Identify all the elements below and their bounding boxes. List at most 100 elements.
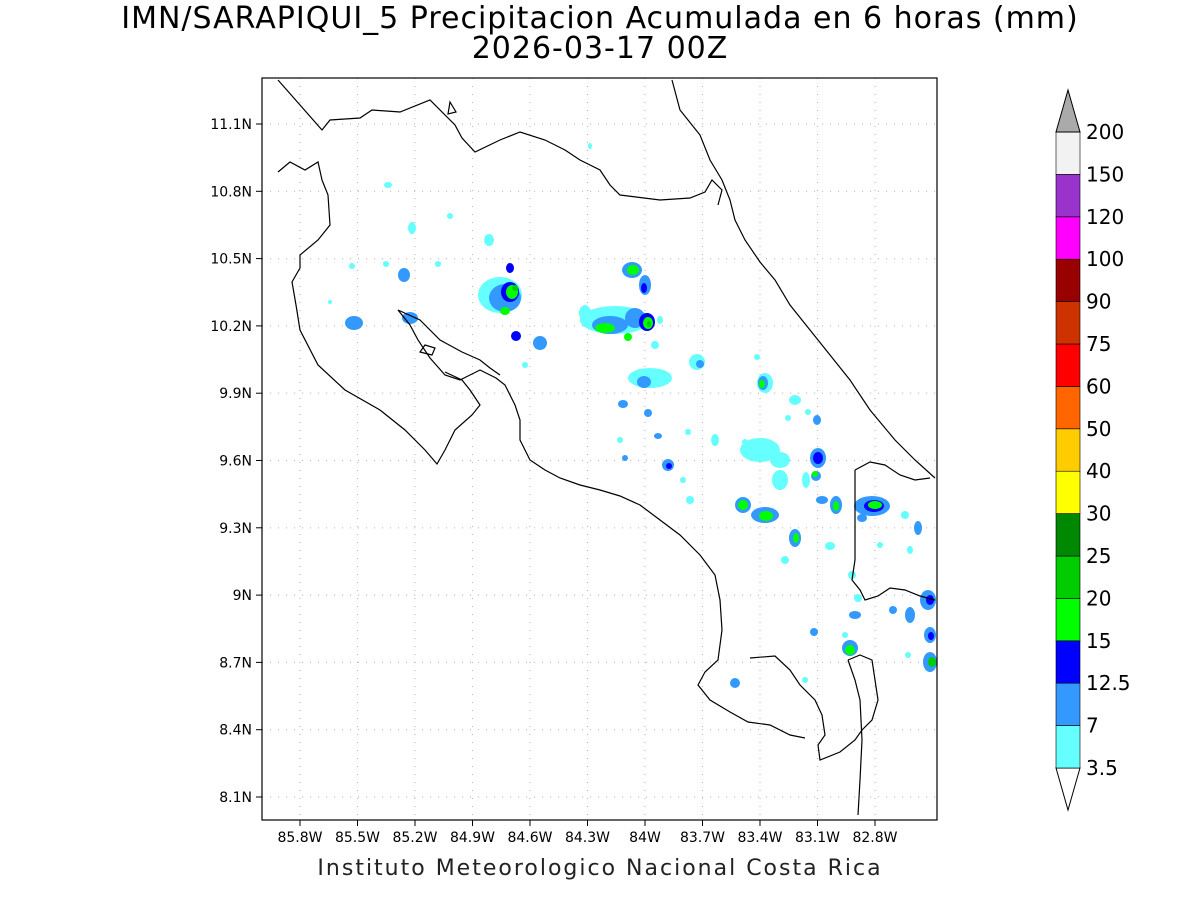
colorbar-label: 7 bbox=[1086, 714, 1099, 738]
precip-cell bbox=[816, 496, 828, 504]
precip-cell bbox=[579, 305, 591, 321]
map-frame bbox=[261, 77, 938, 821]
colorbar-segment bbox=[1055, 725, 1081, 769]
colorbar-segment bbox=[1055, 216, 1081, 260]
y-tick-label: 8.1N bbox=[219, 790, 252, 806]
precip-cell bbox=[636, 369, 644, 375]
map-title: IMN/SARAPIQUI_5 Precipitacion Acumulada … bbox=[121, 1, 1079, 36]
colorbar: 3.5 7 12.5 15 20 25 30 40 50 60 75 90 100 120 150 200 bbox=[1055, 88, 1131, 812]
caribbean-coast bbox=[671, 79, 936, 479]
colorbar-segment bbox=[1055, 513, 1081, 557]
colorbar-label: 40 bbox=[1086, 459, 1111, 483]
precip-cell bbox=[789, 395, 801, 405]
colorbar-segment bbox=[1055, 682, 1081, 726]
precip-cell bbox=[833, 501, 839, 511]
x-tick-label: 83.7W bbox=[680, 830, 725, 846]
precip-cell bbox=[686, 496, 694, 504]
precip-cell bbox=[759, 380, 765, 388]
colorbar-segment bbox=[1055, 301, 1081, 345]
precip-cell bbox=[651, 341, 659, 349]
colorbar-segment bbox=[1055, 174, 1081, 218]
x-axis-ticks: 85.8W 85.5W 85.2W 84.9W 84.6W 84.3W 84W 83.7W 83… bbox=[277, 820, 898, 846]
precip-cell bbox=[848, 571, 856, 579]
precip-cell bbox=[408, 222, 416, 234]
precip-cell bbox=[868, 501, 882, 509]
colorbar-segment bbox=[1055, 386, 1081, 430]
precip-cell bbox=[928, 657, 936, 667]
coastlines bbox=[277, 79, 936, 816]
colorbar-label: 200 bbox=[1086, 120, 1124, 144]
colorbar-label: 50 bbox=[1086, 417, 1111, 441]
precip-cell bbox=[802, 677, 808, 683]
precip-cell bbox=[754, 354, 760, 360]
precip-cell bbox=[772, 470, 788, 490]
precip-cell bbox=[845, 645, 855, 655]
precip-cell bbox=[435, 261, 441, 267]
colorbar-label: 25 bbox=[1086, 544, 1111, 568]
panama-border bbox=[851, 461, 936, 601]
colorbar-arrow-low bbox=[1055, 767, 1081, 812]
colorbar-label: 150 bbox=[1086, 162, 1124, 186]
precip-cell bbox=[512, 285, 518, 291]
precip-cell bbox=[711, 434, 719, 446]
precip-cell bbox=[759, 511, 773, 521]
precip-cell bbox=[384, 182, 392, 188]
precip-cell bbox=[785, 415, 791, 421]
colorbar-segment bbox=[1055, 343, 1081, 387]
x-tick-label: 84.6W bbox=[507, 830, 552, 846]
precip-cell bbox=[905, 652, 911, 658]
colorbar-segment bbox=[1055, 258, 1081, 302]
precip-cell bbox=[813, 415, 821, 425]
precip-cell bbox=[842, 632, 848, 638]
precip-cell bbox=[926, 595, 934, 605]
x-tick-label: 84.9W bbox=[450, 830, 495, 846]
footer-credit: Instituto Meteorologico Nacional Costa R… bbox=[317, 856, 883, 881]
precip-cell bbox=[447, 213, 453, 219]
precip-cell bbox=[805, 409, 811, 415]
x-tick-label: 85.8W bbox=[277, 830, 322, 846]
precip-cell bbox=[402, 312, 418, 324]
x-tick-label: 83.1W bbox=[795, 830, 840, 846]
precip-cell bbox=[813, 452, 823, 464]
nicoya-coast bbox=[397, 309, 806, 739]
precip-cell bbox=[928, 632, 934, 640]
precip-cell bbox=[345, 316, 363, 330]
precip-cell bbox=[383, 261, 389, 267]
x-tick-label: 83.4W bbox=[737, 830, 782, 846]
y-tick-label: 9N bbox=[233, 588, 252, 604]
burica-peninsula bbox=[847, 659, 863, 816]
precip-cell bbox=[657, 316, 663, 324]
colorbar-label: 15 bbox=[1086, 629, 1111, 653]
colorbar-segment bbox=[1055, 470, 1081, 514]
y-tick-label: 10.8N bbox=[210, 184, 252, 200]
precip-cell bbox=[680, 477, 686, 483]
precip-cell bbox=[854, 594, 862, 602]
precip-cell bbox=[511, 331, 521, 341]
y-tick-label: 9.9N bbox=[219, 386, 252, 402]
y-axis-ticks: 11.1N 10.8N 10.5N 10.2N 9.9N 9.6N 9.3N 9N 8.7N 8.… bbox=[210, 117, 262, 806]
grid-lines bbox=[262, 78, 937, 820]
precip-cell bbox=[685, 429, 691, 435]
colorbar-segment bbox=[1055, 640, 1081, 684]
gulf-island bbox=[418, 344, 436, 356]
precip-cell bbox=[849, 611, 861, 619]
colorbar-segment bbox=[1055, 428, 1081, 472]
precip-cell bbox=[730, 678, 740, 688]
precip-cell bbox=[627, 265, 639, 275]
precip-cell bbox=[802, 472, 810, 488]
x-tick-label: 84.3W bbox=[565, 830, 610, 846]
colorbar-label: 120 bbox=[1086, 205, 1124, 229]
precip-cell bbox=[595, 323, 615, 333]
precip-cell bbox=[770, 452, 790, 468]
precip-cell bbox=[907, 546, 913, 554]
precip-cell bbox=[825, 542, 835, 550]
precip-cell bbox=[889, 606, 897, 614]
precip-cell bbox=[349, 263, 355, 269]
colorbar-segment bbox=[1055, 131, 1081, 175]
y-tick-label: 10.5N bbox=[210, 252, 252, 268]
precip-cell bbox=[588, 143, 592, 149]
x-tick-label: 84W bbox=[629, 830, 661, 846]
precip-cell bbox=[901, 511, 909, 519]
precip-cell bbox=[793, 533, 799, 543]
